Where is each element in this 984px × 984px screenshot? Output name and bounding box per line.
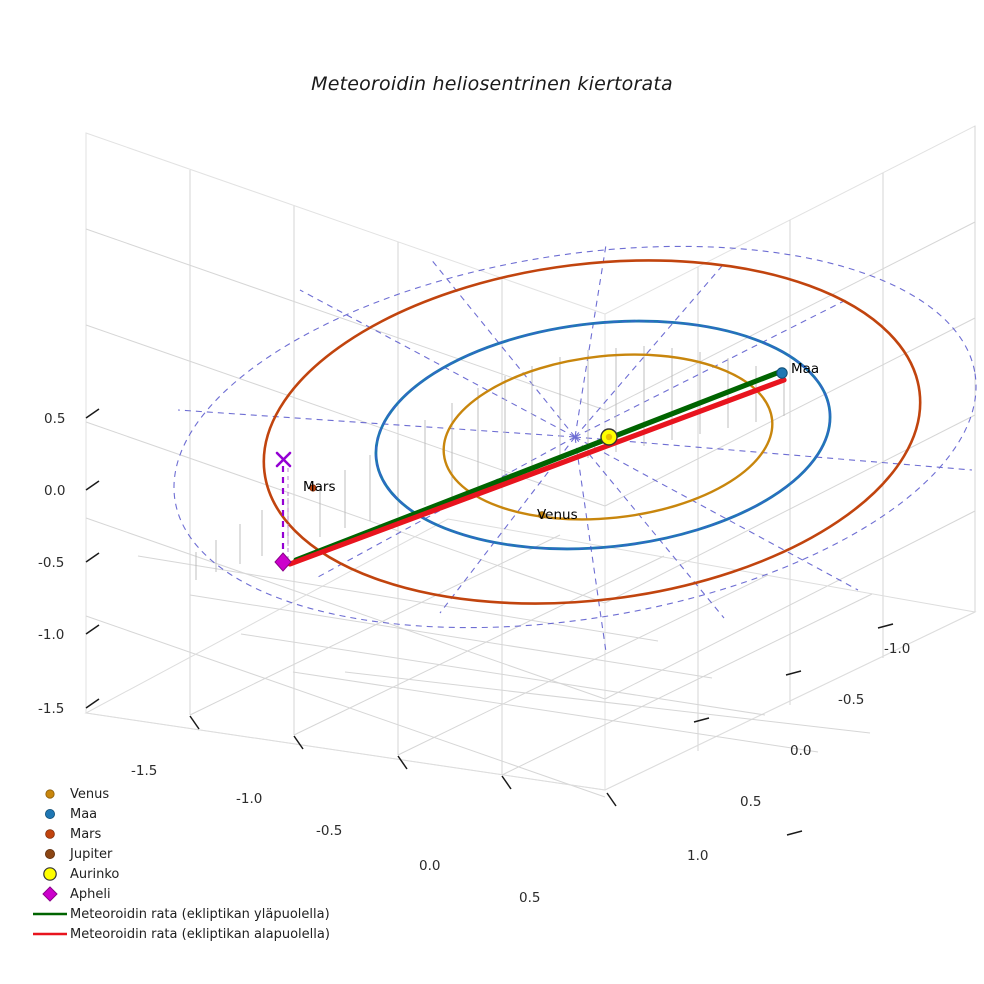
venus-marker bbox=[538, 511, 546, 519]
x-tick-label: -1.5 bbox=[131, 763, 158, 779]
venus-orbit-ellipse bbox=[442, 353, 774, 521]
earth-orbit-marker-icon bbox=[30, 804, 70, 824]
sun-marker-icon bbox=[30, 864, 70, 884]
legend-label: Meteoroidin rata (ekliptikan alapuolella… bbox=[70, 926, 330, 942]
aphelion-marker bbox=[274, 552, 292, 572]
x-tick-label: -0.5 bbox=[316, 823, 343, 839]
z-tick-label: -1.0 bbox=[38, 627, 65, 643]
legend-label: Meteoroidin rata (ekliptikan yläpuolella… bbox=[70, 906, 330, 922]
annotation-mars: Mars bbox=[303, 479, 336, 495]
venus-orbit-marker-icon bbox=[30, 784, 70, 804]
x-tick-label: -1.0 bbox=[236, 791, 263, 807]
legend-item-below-ecliptic[interactable]: Meteoroidin rata (ekliptikan alapuolella… bbox=[30, 924, 360, 944]
mars-marker bbox=[309, 484, 317, 492]
legend-label: Venus bbox=[70, 786, 110, 802]
y-tick-label: 0.0 bbox=[790, 743, 812, 759]
axis-ticks bbox=[85, 408, 894, 836]
below-ecliptic-line-icon bbox=[30, 924, 70, 944]
z-tick-label: -1.5 bbox=[38, 701, 65, 717]
legend-item-mars[interactable]: Mars bbox=[30, 824, 360, 844]
jupiter-orbit-dashed bbox=[173, 245, 977, 629]
chart-title: Meteoroidin heliosentrinen kiertorata bbox=[311, 73, 673, 95]
legend-item-jupiter[interactable]: Jupiter bbox=[30, 844, 360, 864]
annotation-venus: Venus bbox=[537, 507, 578, 523]
orbit-stem-lines bbox=[195, 346, 785, 580]
z-tick-label: 0.0 bbox=[44, 483, 66, 499]
meteoroid-path-below-ecliptic bbox=[287, 377, 787, 567]
mars-orbit-marker-icon bbox=[30, 824, 70, 844]
earth-orbit-projection bbox=[375, 320, 831, 550]
sun-marker bbox=[600, 428, 618, 446]
annotation-maa: Maa bbox=[791, 361, 820, 377]
jupiter-orbit-marker-icon bbox=[30, 844, 70, 864]
aphelion-projection-x-icon bbox=[275, 451, 292, 468]
legend-item-above-ecliptic[interactable]: Meteoroidin rata (ekliptikan yläpuolella… bbox=[30, 904, 360, 924]
meteoroid-path-above-ecliptic bbox=[293, 368, 785, 563]
legend-label: Aurinko bbox=[70, 866, 120, 882]
legend-item-venus[interactable]: Venus bbox=[30, 784, 360, 804]
legend-label: Maa bbox=[70, 806, 98, 822]
aphelion-marker-icon bbox=[30, 884, 70, 904]
y-tick-label: -1.0 bbox=[884, 641, 911, 657]
axes-panes bbox=[84, 125, 977, 798]
z-tick-label: -0.5 bbox=[38, 555, 65, 571]
legend-item-aurinko[interactable]: Aurinko bbox=[30, 864, 360, 884]
z-tick-label: 0.5 bbox=[44, 411, 66, 427]
y-tick-label: -0.5 bbox=[838, 692, 865, 708]
earth-marker bbox=[776, 367, 788, 379]
x-tick-label: 0.0 bbox=[419, 858, 441, 874]
x-tick-label: 0.5 bbox=[519, 890, 541, 906]
legend: Venus Maa Mars Jupiter Aurinko bbox=[30, 784, 360, 944]
y-tick-label: 1.0 bbox=[687, 848, 709, 864]
legend-label: Jupiter bbox=[70, 846, 113, 862]
legend-label: Mars bbox=[70, 826, 102, 842]
legend-item-maa[interactable]: Maa bbox=[30, 804, 360, 824]
legend-label: Apheli bbox=[70, 886, 111, 902]
legend-item-apheli[interactable]: Apheli bbox=[30, 884, 360, 904]
y-tick-label: 0.5 bbox=[740, 794, 762, 810]
above-ecliptic-line-icon bbox=[30, 904, 70, 924]
mars-orbit-ellipse bbox=[262, 259, 922, 605]
